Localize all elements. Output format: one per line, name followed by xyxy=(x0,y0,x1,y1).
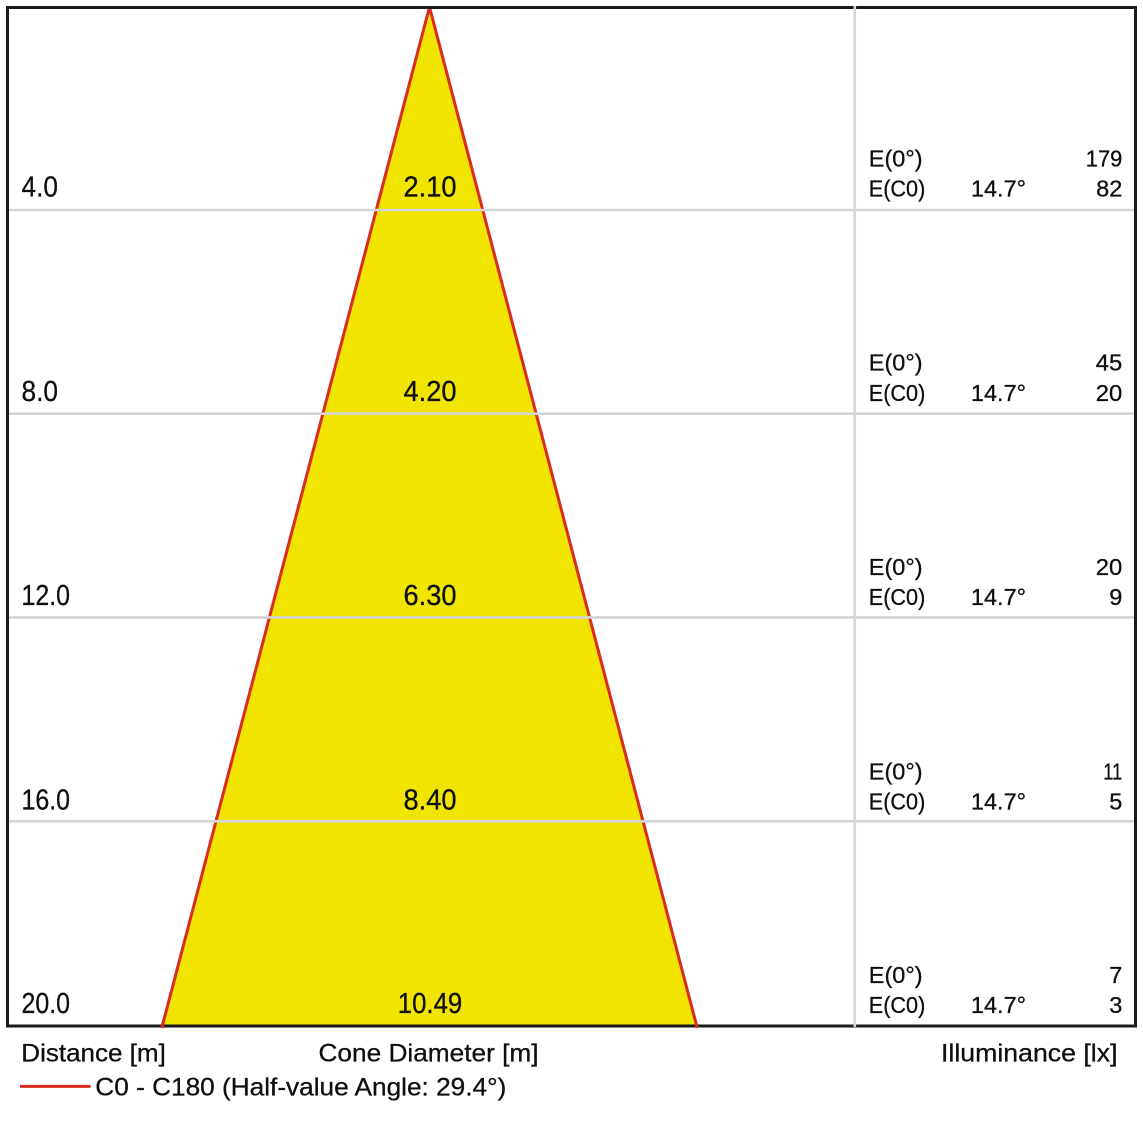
svg-text:10.49: 10.49 xyxy=(398,988,463,1020)
svg-text:82: 82 xyxy=(1096,176,1122,202)
svg-text:4.20: 4.20 xyxy=(404,376,457,408)
svg-text:3: 3 xyxy=(1109,992,1122,1018)
svg-text:14.7°: 14.7° xyxy=(971,176,1026,202)
svg-text:7: 7 xyxy=(1109,962,1122,988)
svg-text:8.40: 8.40 xyxy=(404,785,457,817)
svg-text:E(0°): E(0°) xyxy=(869,145,923,171)
svg-text:45: 45 xyxy=(1096,350,1123,376)
svg-text:6.30: 6.30 xyxy=(404,580,457,612)
svg-text:11: 11 xyxy=(1103,759,1122,785)
svg-text:Cone Diameter [m]: Cone Diameter [m] xyxy=(319,1039,539,1067)
svg-text:5: 5 xyxy=(1109,789,1122,815)
svg-text:Distance [m]: Distance [m] xyxy=(21,1039,166,1067)
svg-text:E(C0): E(C0) xyxy=(869,992,926,1018)
svg-text:E(0°): E(0°) xyxy=(869,962,923,988)
svg-text:8.0: 8.0 xyxy=(22,376,59,408)
svg-text:12.0: 12.0 xyxy=(22,580,71,612)
svg-text:20: 20 xyxy=(1096,554,1123,580)
svg-text:E(C0): E(C0) xyxy=(869,789,926,815)
svg-text:E(C0): E(C0) xyxy=(869,176,926,202)
svg-text:E(0°): E(0°) xyxy=(869,350,923,376)
svg-text:14.7°: 14.7° xyxy=(971,992,1026,1018)
svg-text:E(C0): E(C0) xyxy=(869,584,926,610)
svg-text:20.0: 20.0 xyxy=(22,988,71,1020)
svg-text:E(0°): E(0°) xyxy=(869,759,923,785)
svg-text:14.7°: 14.7° xyxy=(971,584,1026,610)
svg-text:Illuminance [lx]: Illuminance [lx] xyxy=(941,1039,1118,1067)
svg-text:E(0°): E(0°) xyxy=(869,554,923,580)
svg-text:E(C0): E(C0) xyxy=(869,380,926,406)
svg-text:4.0: 4.0 xyxy=(22,172,59,204)
svg-text:14.7°: 14.7° xyxy=(971,380,1026,406)
svg-text:9: 9 xyxy=(1109,584,1122,610)
svg-text:20: 20 xyxy=(1096,380,1123,406)
svg-text:14.7°: 14.7° xyxy=(971,789,1026,815)
svg-text:2.10: 2.10 xyxy=(404,172,457,204)
svg-text:179: 179 xyxy=(1086,145,1123,171)
svg-text:16.0: 16.0 xyxy=(22,785,71,817)
svg-text:C0 - C180 (Half-value Angle: 2: C0 - C180 (Half-value Angle: 29.4°) xyxy=(95,1074,506,1102)
